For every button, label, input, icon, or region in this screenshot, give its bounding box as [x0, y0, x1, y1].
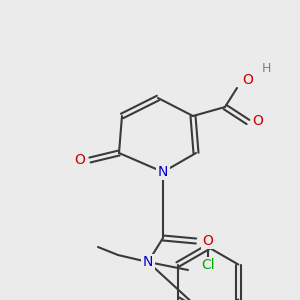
- Text: N: N: [158, 165, 168, 179]
- Text: O: O: [253, 114, 263, 128]
- Text: O: O: [243, 73, 254, 87]
- Text: O: O: [202, 234, 213, 248]
- Text: Cl: Cl: [201, 258, 215, 272]
- Text: H: H: [261, 61, 271, 74]
- Text: N: N: [143, 255, 153, 269]
- Text: O: O: [75, 153, 86, 167]
